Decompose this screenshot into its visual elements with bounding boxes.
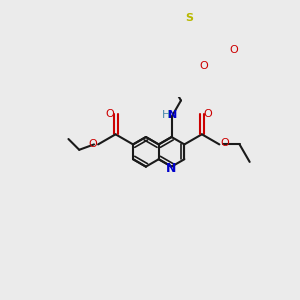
Text: O: O <box>229 45 238 55</box>
Text: O: O <box>200 61 208 71</box>
Text: O: O <box>88 140 97 149</box>
Text: N: N <box>168 110 178 120</box>
Text: S: S <box>186 13 194 23</box>
Text: O: O <box>106 109 115 119</box>
Text: H: H <box>162 110 170 120</box>
Text: O: O <box>203 109 212 119</box>
Text: O: O <box>220 138 229 148</box>
Text: N: N <box>167 162 177 175</box>
